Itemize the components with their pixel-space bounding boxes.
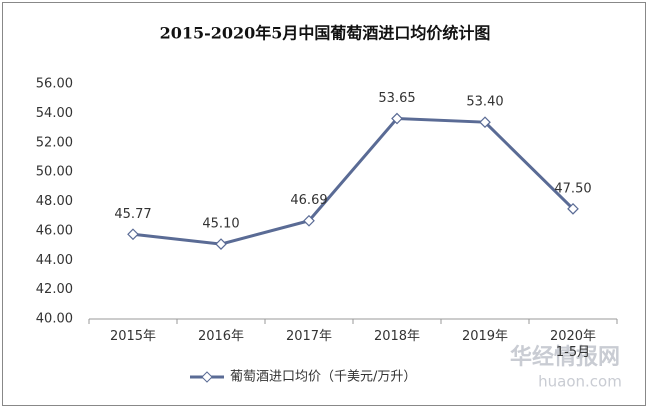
marker — [391, 112, 403, 125]
data-label: 45.10 — [202, 217, 239, 232]
data-label: 53.40 — [466, 95, 503, 110]
marker — [215, 238, 227, 250]
y-tick-label: 46.00 — [36, 223, 73, 238]
marker — [303, 214, 315, 227]
data-label: 53.65 — [378, 91, 415, 106]
marker — [567, 202, 579, 215]
data-label: 47.50 — [554, 181, 591, 196]
data-label: 46.69 — [290, 193, 327, 208]
x-tick-label: 2017年 — [285, 329, 333, 344]
y-tick-label: 48.00 — [36, 194, 73, 209]
x-tick-label: 2015年 — [109, 329, 157, 344]
y-tick-label: 52.00 — [36, 135, 73, 150]
y-tick-label: 50.00 — [36, 165, 73, 180]
data-label: 45.77 — [114, 207, 151, 222]
chart-title: 2015-2020年5月中国葡萄酒进口均价统计图 — [160, 24, 491, 43]
y-tick-label: 54.00 — [36, 106, 73, 121]
marker — [127, 228, 139, 241]
x-tick-label: 2016年 — [197, 329, 245, 344]
legend-marker — [201, 371, 213, 383]
y-tick-label: 56.00 — [36, 77, 73, 92]
x-tick-label: 2018年 — [373, 329, 421, 344]
legend-label: 葡萄酒进口均价（千美元/万升） — [230, 370, 416, 385]
watermark-url: huaon.com — [538, 373, 622, 391]
line — [132, 116, 575, 246]
marker — [479, 116, 491, 129]
y-tick-label: 40.00 — [36, 312, 73, 327]
frame — [2, 2, 646, 406]
y-tick-label: 44.00 — [36, 253, 73, 268]
watermark: 华经情报网 — [510, 344, 620, 370]
y-tick-label: 42.00 — [36, 282, 73, 297]
x-tick-label: 2019年 — [461, 329, 509, 344]
x-tick-label: 2020年 1-5月 — [549, 329, 597, 360]
